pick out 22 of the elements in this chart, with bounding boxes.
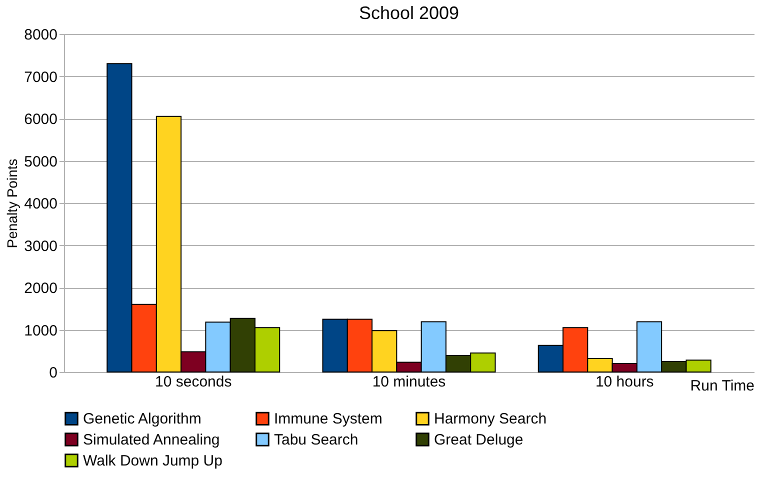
legend-label: Harmony Search — [434, 410, 547, 428]
y-tick-label: 7000 — [24, 68, 58, 86]
chart-title: School 2009 — [358, 3, 460, 23]
x-tick-label: 10 seconds — [155, 374, 232, 390]
y-tick-label: 3000 — [24, 238, 58, 255]
legend-label: Tabu Search — [274, 432, 358, 448]
y-tick-label: 0 — [49, 364, 58, 382]
y-tick-label: 5000 — [24, 153, 58, 170]
y-tick-label: 6000 — [24, 111, 58, 128]
legend-label: Great Deluge — [434, 432, 524, 448]
x-axis-title: Run Time — [690, 378, 754, 394]
y-tick-label: 1000 — [24, 322, 58, 340]
x-tick-label: 10 hours — [595, 374, 654, 390]
legend-label: Immune System — [274, 410, 382, 428]
y-tick-label: 8000 — [24, 26, 58, 44]
y-tick-label: 4000 — [24, 196, 58, 212]
y-axis-title: Penalty Points — [4, 158, 20, 248]
legend-label: Simulated Annealing — [83, 432, 220, 448]
y-tick-label: 2000 — [24, 280, 58, 297]
legend-label: Walk Down Jump Up — [83, 452, 222, 470]
x-tick-label: 10 minutes — [372, 374, 446, 390]
legend-label: Genetic Algorithm — [83, 410, 202, 428]
